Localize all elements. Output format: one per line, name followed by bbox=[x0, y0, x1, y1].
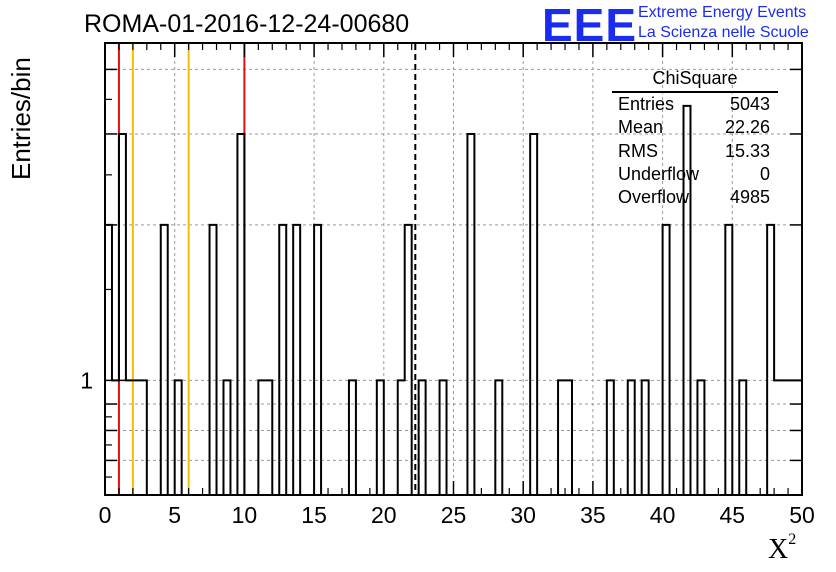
stats-title: ChiSquare bbox=[612, 68, 778, 93]
x-tick-label: 25 bbox=[441, 502, 467, 528]
x-axis-label-base: X bbox=[768, 534, 789, 565]
logo-text-line1: Extreme Energy Events bbox=[638, 4, 807, 21]
stats-label: Entries bbox=[618, 94, 675, 114]
stats-value: 0 bbox=[759, 163, 770, 184]
stats-row-overflow: Overflow 4985 bbox=[612, 186, 778, 209]
axis-ticks bbox=[104, 43, 803, 496]
stats-label: Underflow bbox=[618, 163, 700, 184]
marker-lines bbox=[117, 44, 417, 494]
logo-text-line2: La Scienza nelle Scuole bbox=[638, 24, 809, 41]
grid-lines bbox=[105, 43, 802, 496]
x-axis-label-superscript: 2 bbox=[788, 530, 797, 548]
chart-title: ROMA-01-2016-12-24-00680 bbox=[84, 10, 410, 38]
y-axis-label: Entries/bin bbox=[6, 57, 36, 180]
stats-value: 4985 bbox=[729, 187, 770, 208]
x-tick-label: 15 bbox=[301, 502, 327, 528]
x-tick-label: 50 bbox=[789, 502, 815, 528]
stats-row-rms: RMS 15.33 bbox=[612, 140, 778, 163]
x-tick-label: 40 bbox=[650, 502, 676, 528]
x-tick-label: 0 bbox=[99, 502, 112, 528]
stats-row-mean: Mean 22.26 bbox=[612, 116, 778, 139]
x-tick-label: 35 bbox=[580, 502, 606, 528]
x-tick-label: 30 bbox=[510, 502, 536, 528]
x-tick-label: 10 bbox=[232, 502, 258, 528]
stats-value: 15.33 bbox=[724, 140, 770, 161]
stats-value: 22.26 bbox=[724, 117, 770, 138]
stats-label: Overflow bbox=[618, 187, 690, 208]
eee-logo: EEE bbox=[542, 0, 638, 51]
stats-row-entries: Entries 5043 bbox=[612, 93, 778, 116]
x-tick-label: 45 bbox=[720, 502, 746, 528]
stats-label: Mean bbox=[618, 117, 664, 138]
stats-box: ChiSquare Entries 5043 Mean 22.26 RMS 15.33… bbox=[612, 68, 778, 209]
stats-row-underflow: Underflow 0 bbox=[612, 163, 778, 186]
x-axis-label: X2 bbox=[768, 530, 797, 566]
y-tick-label: 1 bbox=[80, 367, 93, 393]
stats-value: 5043 bbox=[729, 94, 770, 114]
x-tick-label: 5 bbox=[168, 502, 181, 528]
x-tick-label: 20 bbox=[371, 502, 397, 528]
axis-tick-labels: 0 5 10 15 20 25 30 35 40 45 50 1 bbox=[80, 367, 815, 528]
stats-label: RMS bbox=[618, 140, 658, 161]
